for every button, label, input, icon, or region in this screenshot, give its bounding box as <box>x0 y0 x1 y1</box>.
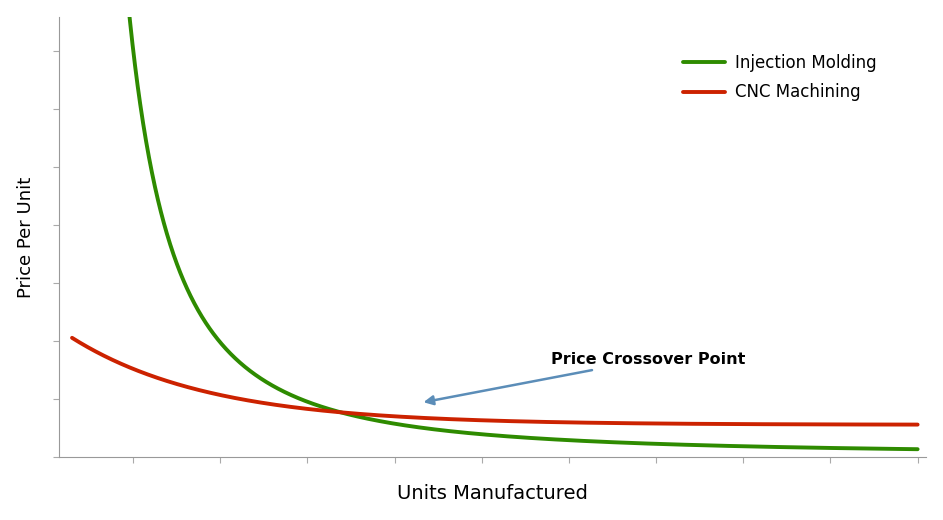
CNC Machining <box>887 421 899 427</box>
Injection Molding <box>912 446 923 452</box>
CNC Machining <box>732 421 743 427</box>
Injection Molding <box>732 443 743 449</box>
CNC Machining <box>912 422 923 428</box>
Line: Injection Molding: Injection Molding <box>72 0 918 449</box>
Injection Molding <box>887 446 899 452</box>
CNC Machining <box>477 417 488 423</box>
X-axis label: Units Manufactured: Units Manufactured <box>397 484 588 503</box>
Line: CNC Machining: CNC Machining <box>72 338 918 425</box>
Injection Molding <box>455 429 467 435</box>
CNC Machining <box>66 335 77 341</box>
CNC Machining <box>109 358 121 364</box>
CNC Machining <box>455 417 467 423</box>
Y-axis label: Price Per Unit: Price Per Unit <box>17 176 35 297</box>
Injection Molding <box>477 431 488 437</box>
CNC Machining <box>887 421 899 427</box>
Text: Price Crossover Point: Price Crossover Point <box>426 352 746 404</box>
Injection Molding <box>887 446 899 452</box>
Legend: Injection Molding, CNC Machining: Injection Molding, CNC Machining <box>677 47 884 108</box>
